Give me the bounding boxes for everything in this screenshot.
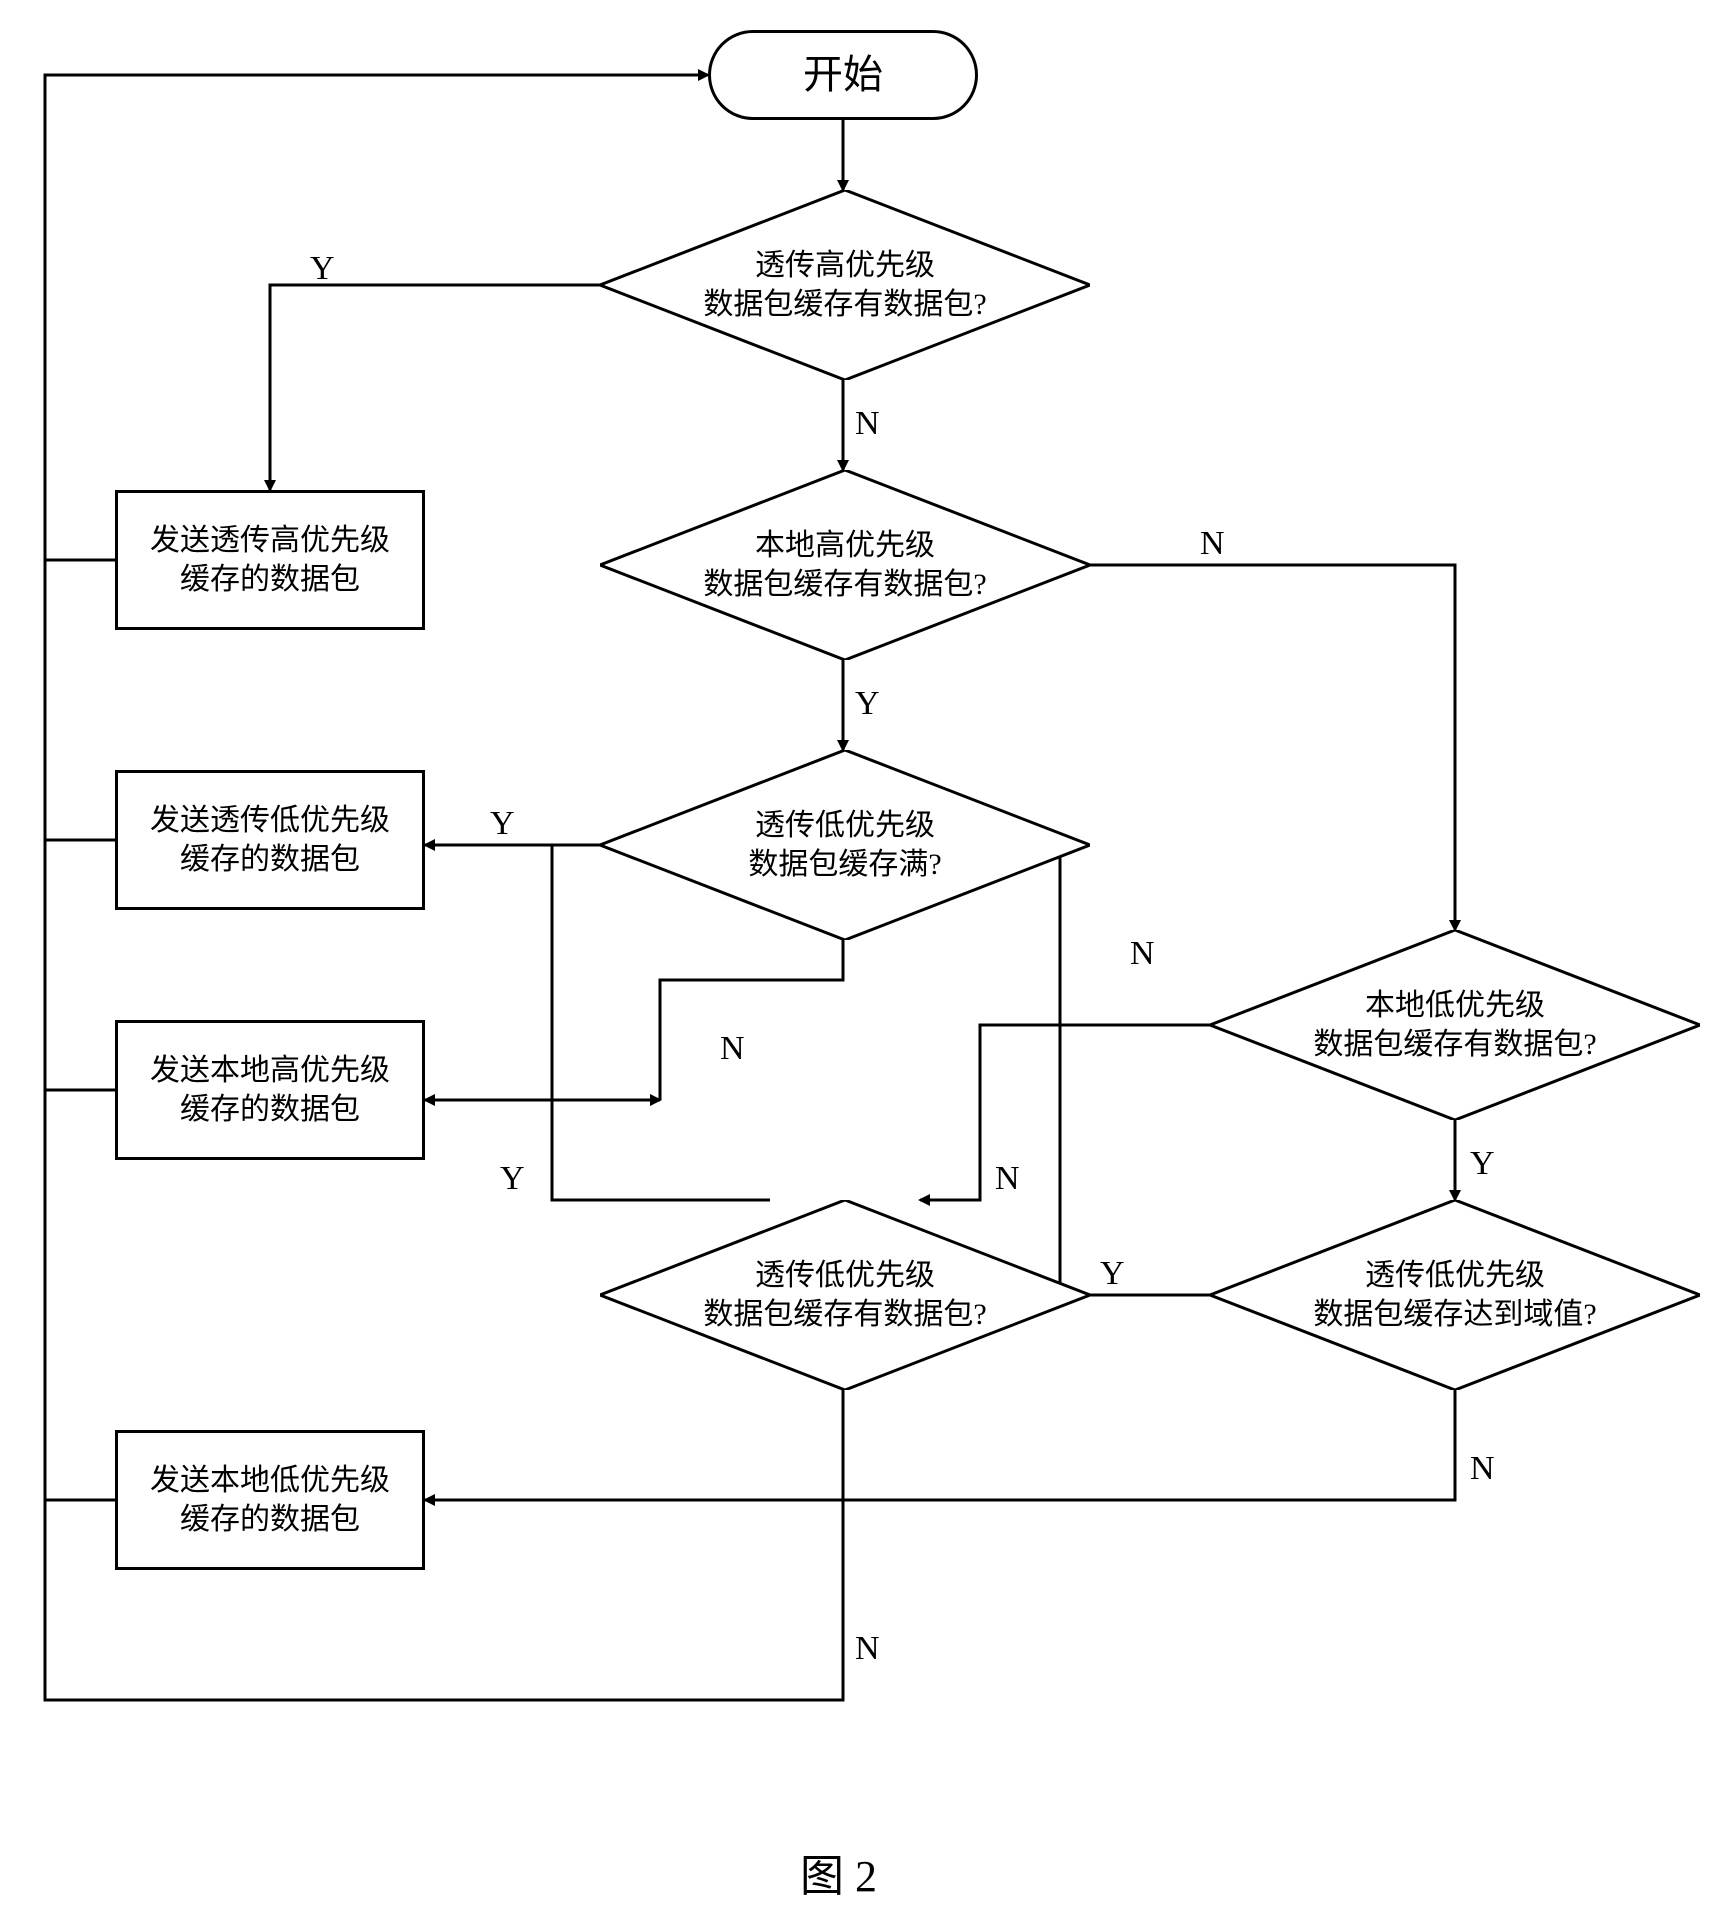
decision-d3: 透传低优先级数据包缓存满? xyxy=(600,750,1090,940)
decision-d2: 本地高优先级数据包缓存有数据包? xyxy=(600,470,1090,660)
process-p1: 发送透传高优先级缓存的数据包 xyxy=(115,490,425,630)
process-p4-label: 发送本地低优先级缓存的数据包 xyxy=(150,1461,390,1539)
decision-d2-label: 本地高优先级数据包缓存有数据包? xyxy=(600,470,1090,660)
decision-d5: 透传低优先级数据包缓存有数据包? xyxy=(600,1200,1090,1390)
edge-label-d6-n: N xyxy=(1470,1450,1495,1488)
edge-label-d2-y: Y xyxy=(855,685,880,723)
flowchart-canvas: 开始 透传高优先级数据包缓存有数据包? 本地高优先级数据包缓存有数据包? 透传低… xyxy=(0,0,1731,1922)
edge-label-d4-n: N xyxy=(1130,935,1155,973)
edge-label-d3-n: N xyxy=(720,1030,745,1068)
decision-d4-label: 本地低优先级数据包缓存有数据包? xyxy=(1210,930,1700,1120)
edge-label-d6-y: Y xyxy=(1100,1255,1125,1293)
process-p4: 发送本地低优先级缓存的数据包 xyxy=(115,1430,425,1570)
edge-label-d5-n: N xyxy=(855,1630,880,1668)
decision-d1: 透传高优先级数据包缓存有数据包? xyxy=(600,190,1090,380)
edge-label-d4-y: Y xyxy=(1470,1145,1495,1183)
start-node: 开始 xyxy=(708,30,978,120)
edge-label-d2-n: N xyxy=(1200,525,1225,563)
decision-d1-label: 透传高优先级数据包缓存有数据包? xyxy=(600,190,1090,380)
edge-label-d1-y: Y xyxy=(310,250,335,288)
process-p3-label: 发送本地高优先级缓存的数据包 xyxy=(150,1051,390,1129)
edge-label-d5-nleft: N xyxy=(995,1160,1020,1198)
decision-d6: 透传低优先级数据包缓存达到域值? xyxy=(1210,1200,1700,1390)
process-p1-label: 发送透传高优先级缓存的数据包 xyxy=(150,521,390,599)
decision-d6-label: 透传低优先级数据包缓存达到域值? xyxy=(1210,1200,1700,1390)
figure-caption: 图 2 xyxy=(800,1840,877,1904)
edge-label-d5-y: Y xyxy=(500,1160,525,1198)
decision-d4: 本地低优先级数据包缓存有数据包? xyxy=(1210,930,1700,1120)
edge-label-d3-y: Y xyxy=(490,805,515,843)
decision-d3-label: 透传低优先级数据包缓存满? xyxy=(600,750,1090,940)
process-p2: 发送透传低优先级缓存的数据包 xyxy=(115,770,425,910)
start-label: 开始 xyxy=(803,49,883,101)
decision-d5-label: 透传低优先级数据包缓存有数据包? xyxy=(600,1200,1090,1390)
process-p2-label: 发送透传低优先级缓存的数据包 xyxy=(150,801,390,879)
edge-label-d1-n: N xyxy=(855,405,880,443)
process-p3: 发送本地高优先级缓存的数据包 xyxy=(115,1020,425,1160)
